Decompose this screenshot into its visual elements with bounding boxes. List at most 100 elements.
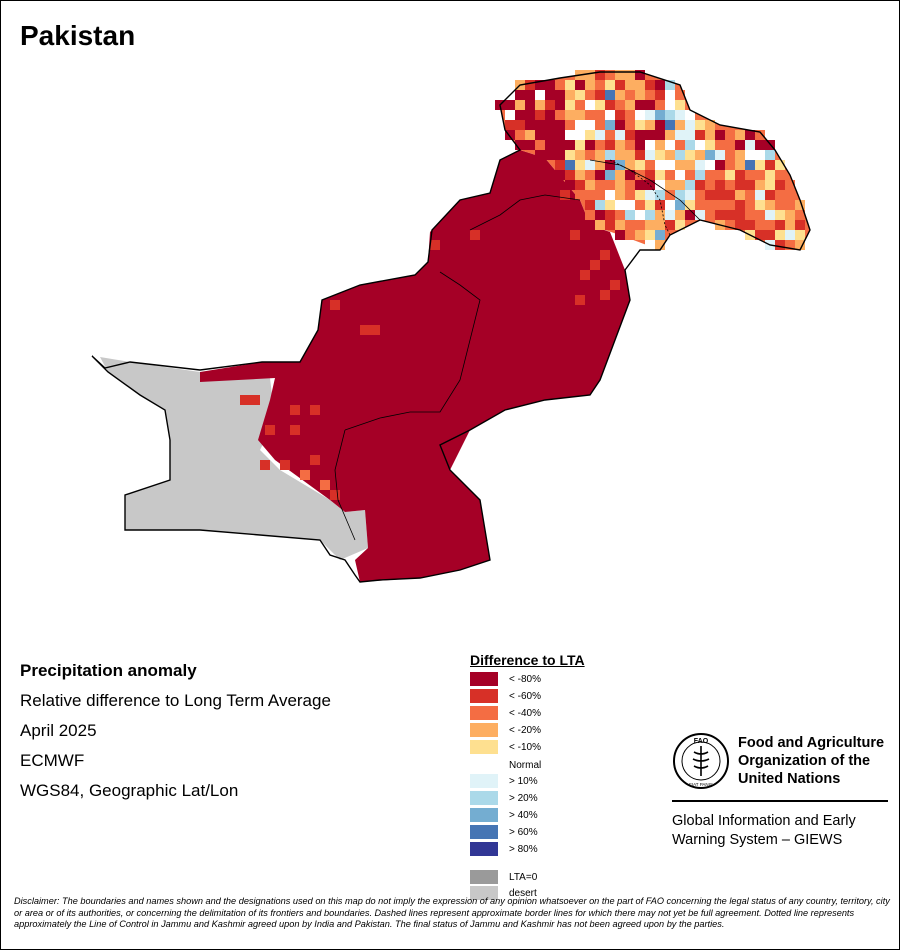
grid-cell	[755, 130, 765, 140]
grid-cell	[575, 140, 585, 150]
grid-cell	[585, 180, 595, 190]
grid-cell	[250, 395, 260, 405]
grid-cell	[655, 80, 665, 90]
grid-cell	[705, 190, 715, 200]
grid-cell	[705, 120, 715, 130]
legend-label: < -80%	[509, 673, 541, 685]
grid-cell	[625, 180, 635, 190]
legend-item: > 60%	[470, 825, 538, 839]
grid-cell	[635, 110, 645, 120]
grid-cell	[595, 150, 605, 160]
grid-cell	[645, 120, 655, 130]
legend-item: < -60%	[470, 689, 541, 703]
grid-cell	[615, 230, 625, 240]
grid-cell	[785, 230, 795, 240]
legend-swatch	[470, 774, 498, 788]
fao-name-line: Organization of the	[738, 753, 871, 769]
grid-cell	[625, 210, 635, 220]
grid-cell	[605, 130, 615, 140]
grid-cell	[535, 90, 545, 100]
province-border	[334, 429, 356, 541]
grid-cell	[600, 250, 610, 260]
grid-cell	[605, 80, 615, 90]
grid-cell	[605, 200, 615, 210]
grid-cell	[725, 190, 735, 200]
grid-cell	[535, 140, 545, 150]
country-border	[91, 71, 811, 583]
grid-cell	[430, 240, 440, 250]
grid-cell	[645, 150, 655, 160]
grid-cell	[310, 405, 320, 415]
grid-cell	[695, 200, 705, 210]
legend-item: < -80%	[470, 672, 541, 686]
grid-cell	[675, 220, 685, 230]
grid-cell	[265, 425, 275, 435]
grid-cell	[635, 190, 645, 200]
province-border	[589, 159, 701, 221]
grid-cell	[535, 120, 545, 130]
grid-cell	[260, 460, 270, 470]
grid-cell	[785, 240, 795, 250]
grid-cell	[565, 130, 575, 140]
grid-cell	[535, 80, 545, 90]
grid-cell	[565, 80, 575, 90]
grid-cell	[785, 200, 795, 210]
grid-cell	[715, 180, 725, 190]
grid-cell	[685, 140, 695, 150]
grid-cell	[615, 70, 625, 80]
grid-cell	[725, 210, 735, 220]
grid-cell	[705, 140, 715, 150]
legend-swatch	[470, 723, 498, 737]
grid-cell	[675, 90, 685, 100]
grid-cell	[535, 150, 545, 160]
grid-cell	[635, 120, 645, 130]
grid-cell	[795, 240, 805, 250]
legend-item: < -20%	[470, 723, 541, 737]
grid-cell	[645, 90, 655, 100]
legend-swatch	[470, 791, 498, 805]
grid-cell	[505, 120, 515, 130]
grid-cell	[595, 80, 605, 90]
grid-cell	[685, 110, 695, 120]
grid-cell	[595, 160, 605, 170]
grid-cell	[555, 140, 565, 150]
grid-cell	[575, 160, 585, 170]
grid-cell	[635, 140, 645, 150]
grid-cell	[565, 180, 575, 190]
grid-cell	[635, 180, 645, 190]
grid-cell	[715, 150, 725, 160]
grid-cell	[655, 210, 665, 220]
grid-cell	[665, 200, 675, 210]
grid-cell	[695, 150, 705, 160]
grid-cell	[765, 210, 775, 220]
grid-cell	[595, 220, 605, 230]
grid-cell	[685, 160, 695, 170]
grid-cell	[695, 190, 705, 200]
grid-cell	[585, 110, 595, 120]
grid-cell	[665, 150, 675, 160]
province-border	[344, 271, 481, 431]
fao-logo-icon: FAO FIAT PANIS	[673, 733, 729, 789]
grid-cell	[675, 170, 685, 180]
grid-cell	[545, 80, 555, 90]
grid-cell	[615, 100, 625, 110]
grid-cell	[330, 490, 340, 500]
legend-swatch	[470, 842, 498, 856]
grid-cell	[735, 190, 745, 200]
grid-cell	[735, 180, 745, 190]
grid-cell	[525, 110, 535, 120]
grid-cell	[625, 160, 635, 170]
legend-item: < -40%	[470, 706, 541, 720]
grid-cell	[675, 190, 685, 200]
grid-cell	[625, 190, 635, 200]
grid-cell	[665, 130, 675, 140]
grid-cell	[765, 200, 775, 210]
grid-cell	[615, 110, 625, 120]
grid-cell	[605, 90, 615, 100]
grid-cell	[665, 170, 675, 180]
grid-cell	[575, 110, 585, 120]
grid-cell	[575, 90, 585, 100]
grid-cell	[515, 90, 525, 100]
grid-cell	[555, 170, 565, 180]
legend-swatch	[470, 758, 498, 772]
